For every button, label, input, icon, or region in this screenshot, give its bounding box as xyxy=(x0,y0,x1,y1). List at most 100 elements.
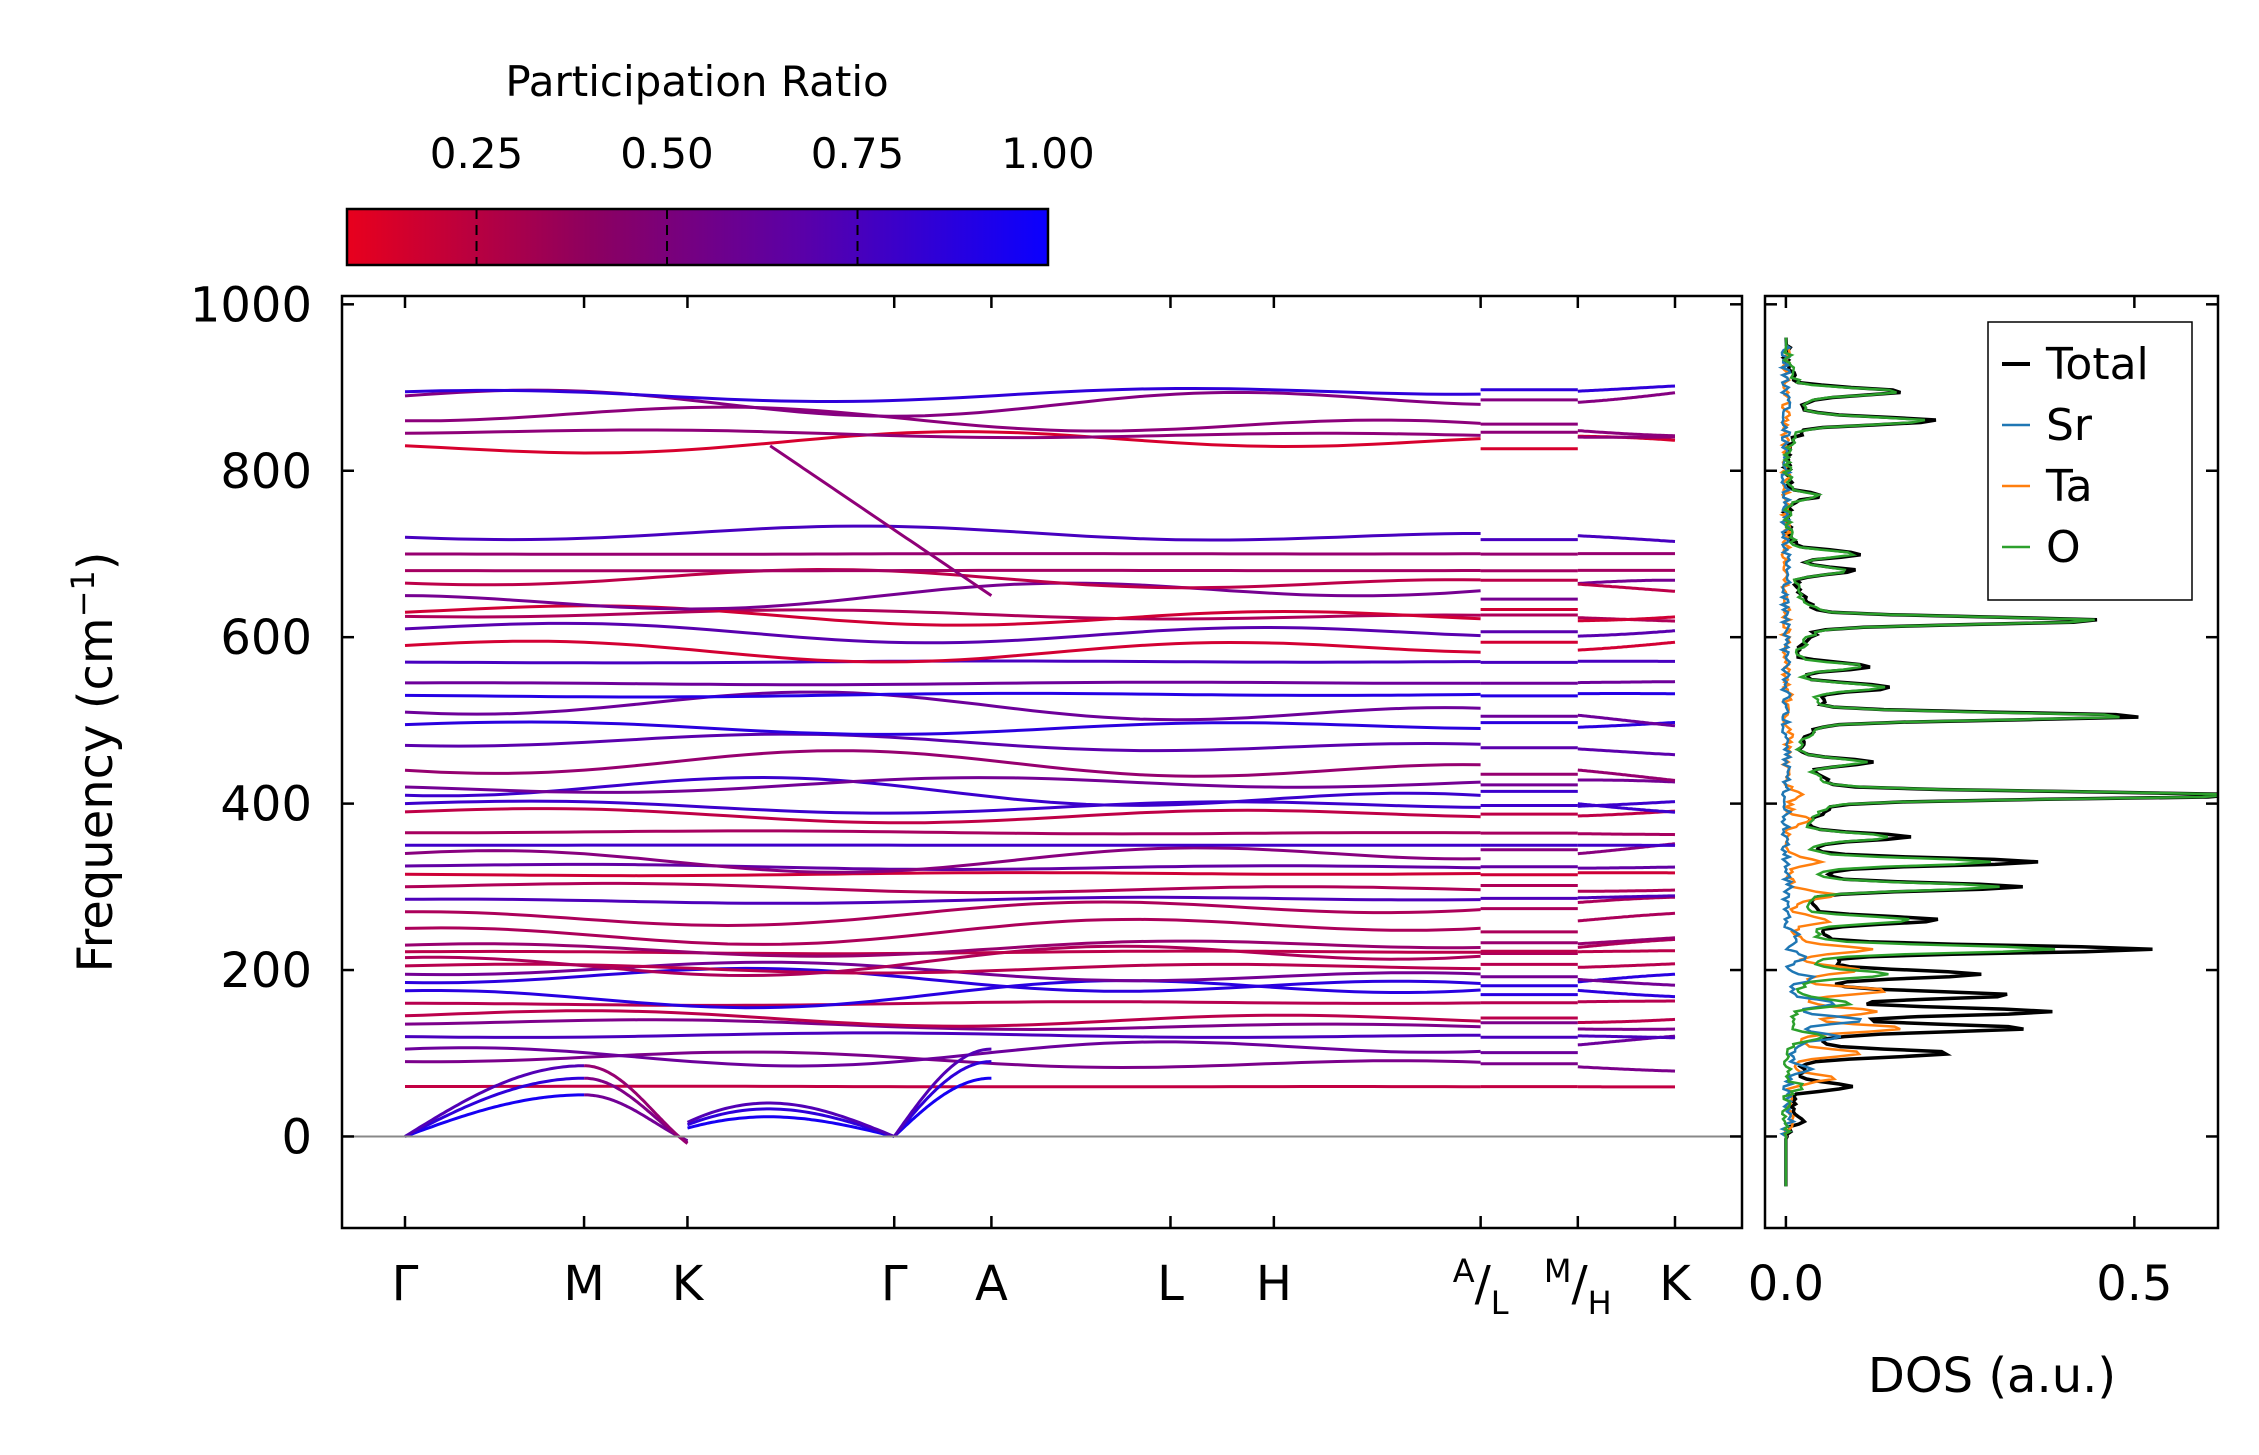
k-label-top: A xyxy=(1453,1252,1475,1290)
phonon-band xyxy=(404,776,1481,794)
band-axes-frame xyxy=(340,294,1744,1230)
phonon-band xyxy=(404,807,1481,825)
legend-label-ta: Ta xyxy=(2045,461,2093,512)
colorbar-tick-label: 1.00 xyxy=(1001,129,1095,178)
legend-label-total: Total xyxy=(2045,339,2149,390)
phonon-band xyxy=(1577,429,1675,438)
dos-x-tick-label: 0.5 xyxy=(2096,1256,2172,1312)
phonon-band xyxy=(404,871,1481,878)
colorbar-tick-label: 0.25 xyxy=(430,129,524,178)
phonon-band xyxy=(1577,832,1676,837)
phonon-band xyxy=(404,939,1481,958)
phonon-band xyxy=(404,621,1481,645)
phonon-band xyxy=(404,900,1481,928)
phonon-band xyxy=(1577,582,1676,593)
colorbar: Participation Ratio 0.25 0.50 0.75 1.00 xyxy=(345,57,1095,267)
phonon-band xyxy=(1577,713,1676,728)
legend-frame xyxy=(1987,321,2193,601)
phonon-band xyxy=(1577,977,1676,987)
phonon-band xyxy=(405,552,1481,556)
dos-x-axis-title: DOS (a.u.) xyxy=(1868,1348,2116,1404)
dos-curves xyxy=(1777,337,2218,1187)
acoustic-band xyxy=(584,1064,689,1145)
k-label: Γ xyxy=(392,1256,419,1312)
phonon-band xyxy=(1577,747,1676,757)
phonon-band xyxy=(404,428,1481,440)
y-tick-label: 400 xyxy=(220,777,312,833)
acoustic-band xyxy=(687,1115,895,1138)
k-label-slash: / xyxy=(1572,1256,1589,1312)
dos-legend: Total Sr Ta O xyxy=(1987,321,2193,601)
colorbar-tick-label: 0.50 xyxy=(620,129,714,178)
phonon-band xyxy=(404,829,1481,836)
k-label-top: M xyxy=(1544,1252,1572,1290)
phonon-band xyxy=(404,608,1481,621)
k-label-slash: / xyxy=(1475,1256,1492,1312)
phonon-band xyxy=(1577,629,1676,638)
phonon-band xyxy=(1577,391,1676,404)
phonon-band xyxy=(1577,949,1675,954)
phonon-band xyxy=(404,524,1481,542)
phonon-band xyxy=(404,388,1481,418)
k-label: K xyxy=(1659,1256,1692,1312)
acoustic-band xyxy=(404,1093,585,1138)
k-label-bottom: L xyxy=(1491,1284,1509,1322)
phonon-band xyxy=(404,846,1481,874)
dos-curve-o xyxy=(1780,337,2218,1187)
phonon-band xyxy=(1577,384,1676,393)
phonon-band xyxy=(405,1084,1481,1089)
acoustic-band xyxy=(404,1076,585,1138)
phonon-band xyxy=(404,732,1481,753)
phonon-band xyxy=(1577,615,1676,623)
phonon-band xyxy=(404,639,1481,664)
phonon-band xyxy=(1577,768,1676,782)
k-label-composite: A/L xyxy=(1453,1252,1509,1322)
phonon-band xyxy=(404,775,1481,807)
phonon-band xyxy=(404,1050,1481,1070)
phonon-band xyxy=(404,862,1481,871)
phonon-band xyxy=(404,749,1481,778)
phonon-band xyxy=(405,1000,1481,1007)
acoustic-band xyxy=(769,444,993,597)
y-axis-title: Frequency (cm−1) xyxy=(64,551,124,972)
phonon-bands xyxy=(404,384,1676,1145)
phonon-band xyxy=(404,387,1481,403)
y-tick-label: 0 xyxy=(281,1109,312,1165)
y-tick-label: 1000 xyxy=(190,277,312,333)
colorbar-gradient xyxy=(345,207,1050,267)
colorbar-tick-label: 0.75 xyxy=(811,129,905,178)
dos-panel: 0.0 0.5 DOS (a.u.) Total Sr Ta O xyxy=(1748,294,2220,1404)
phonon-band xyxy=(1577,640,1676,652)
acoustic-band xyxy=(893,1076,992,1138)
phonon-band xyxy=(1577,802,1676,814)
phonon-band xyxy=(1577,778,1676,784)
phonon-band xyxy=(1577,1034,1676,1040)
phonon-band xyxy=(404,799,1481,815)
k-label: M xyxy=(563,1256,604,1312)
phonon-band xyxy=(1577,894,1676,900)
phonon-band xyxy=(404,581,1481,611)
y-tick-label: 200 xyxy=(220,943,312,999)
k-label: K xyxy=(672,1256,705,1312)
phonon-band xyxy=(404,720,1481,736)
phonon-band xyxy=(405,405,1481,433)
phonon-band xyxy=(1577,888,1676,893)
legend-label-sr: Sr xyxy=(2046,400,2093,451)
phonon-band xyxy=(1577,999,1675,1004)
phonon-band xyxy=(1577,938,1675,949)
k-label: Γ xyxy=(881,1256,908,1312)
k-label: L xyxy=(1157,1256,1184,1312)
phonon-band xyxy=(1577,534,1676,543)
k-label-composite: M/H xyxy=(1544,1252,1612,1322)
phonon-band xyxy=(404,1040,1481,1068)
phonon-band xyxy=(405,680,1481,687)
y-tick-label: 800 xyxy=(220,444,312,500)
phonon-band xyxy=(1577,962,1676,969)
phonon-band xyxy=(1577,988,1675,999)
colorbar-ticks: 0.25 0.50 0.75 1.00 xyxy=(430,129,1095,265)
phonon-band xyxy=(404,917,1481,946)
phonon-band xyxy=(1577,1017,1676,1024)
phonon-band xyxy=(1577,936,1676,946)
phonon-band xyxy=(1577,865,1676,870)
